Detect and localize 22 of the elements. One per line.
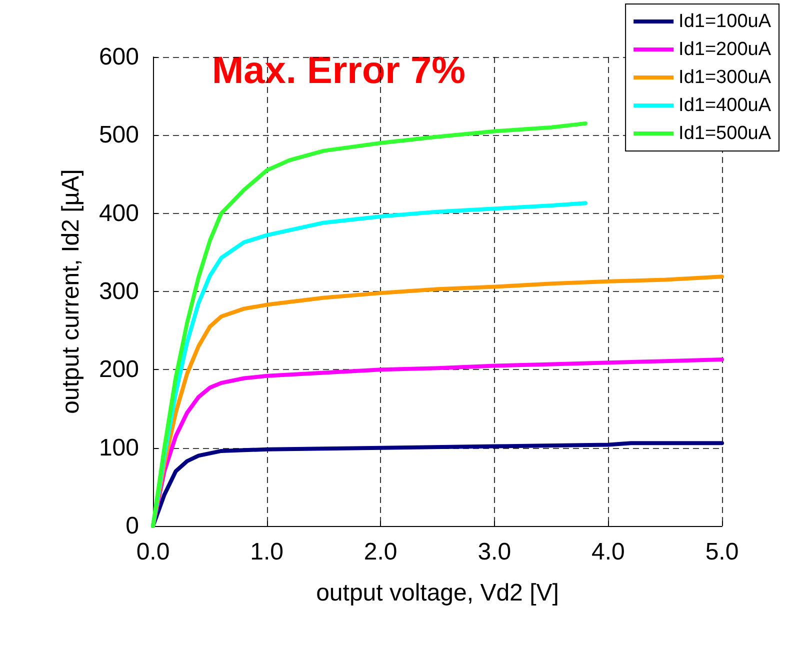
legend-label: Id1=500uA <box>678 123 772 144</box>
y-tick-label: 0 <box>126 512 139 540</box>
y-tick-label: 500 <box>98 122 139 149</box>
y-tick-label: 600 <box>98 44 139 70</box>
y-tick-label: 200 <box>98 356 139 384</box>
x-tick-label: 1.0 <box>250 538 284 566</box>
legend-label: Id1=300uA <box>678 67 772 88</box>
legend-label: Id1=200uA <box>678 39 772 60</box>
x-tick-label: 5.0 <box>705 538 739 566</box>
y-axis-title: output current, Id2 [µA] <box>58 169 84 414</box>
y-tick-label: 400 <box>98 200 139 227</box>
x-tick-label: 3.0 <box>478 538 512 566</box>
y-tick-label: 100 <box>98 434 139 462</box>
legend-label: Id1=100uA <box>678 11 772 32</box>
x-tick-label: 0.0 <box>136 538 170 566</box>
x-tick-label: 2.0 <box>364 538 398 566</box>
line-series <box>151 121 588 528</box>
x-tick-label: 4.0 <box>592 538 625 566</box>
annotation: Max. Error 7% <box>212 50 466 92</box>
y-tick-label: 300 <box>98 278 139 305</box>
legend-label: Id1=400uA <box>678 95 772 116</box>
x-axis-title: output voltage, Vd2 [V] <box>316 580 559 606</box>
